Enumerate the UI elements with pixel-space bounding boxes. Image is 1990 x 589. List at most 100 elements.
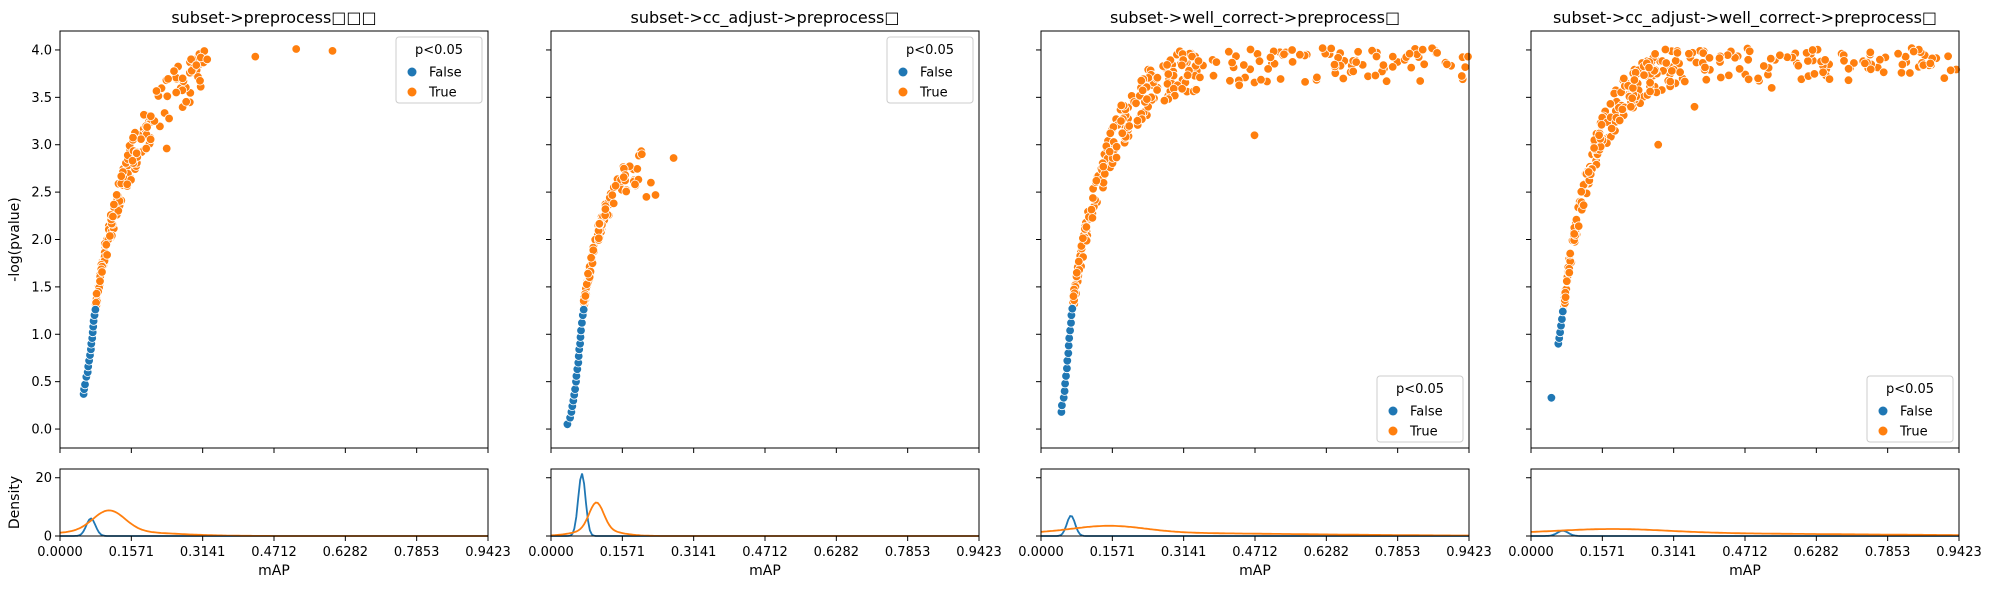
x-tick-label: 0.6282 <box>814 545 860 560</box>
point-true <box>1614 115 1625 126</box>
point-true <box>1137 85 1148 96</box>
point-true <box>171 87 181 98</box>
density-y-tick-label: 20 <box>35 471 52 486</box>
point-true <box>600 204 611 214</box>
point-true <box>1865 47 1876 58</box>
point-true <box>1939 73 1950 83</box>
point-true <box>610 181 621 191</box>
chart-title: subset->cc_adjust->preprocess□ <box>630 8 899 28</box>
point-true <box>1152 72 1163 83</box>
point-true <box>1905 68 1915 78</box>
x-tick-label: 0.1571 <box>1580 545 1626 560</box>
point-true <box>181 97 191 107</box>
point-true <box>1152 85 1162 95</box>
point-true <box>1945 65 1956 76</box>
point-true <box>1583 167 1594 177</box>
point-true <box>641 192 652 202</box>
point-true <box>1843 75 1854 85</box>
point-true <box>1576 186 1587 197</box>
point-false <box>1067 304 1078 314</box>
point-true <box>1667 66 1677 76</box>
point-true <box>580 291 591 301</box>
point-true <box>1287 57 1298 67</box>
point-true <box>1565 248 1575 259</box>
point-true <box>1415 76 1425 86</box>
y-tick-label: 0.5 <box>31 375 52 390</box>
point-true <box>116 171 127 181</box>
point-true <box>191 60 202 70</box>
x-tick-label: 0.1571 <box>600 545 646 560</box>
point-true <box>1225 76 1235 86</box>
point-true <box>1105 128 1116 139</box>
scatter-points <box>78 44 338 399</box>
point-true <box>1578 200 1589 210</box>
y-tick-label: 1.0 <box>31 328 52 343</box>
point-true <box>1670 56 1681 66</box>
point-true <box>1111 142 1122 152</box>
y-tick-label: 3.5 <box>31 91 52 106</box>
point-true <box>1650 49 1660 59</box>
point-true <box>1743 74 1754 85</box>
point-false <box>579 304 589 315</box>
point-false <box>1558 306 1568 317</box>
point-true <box>108 211 118 222</box>
legend-box <box>395 36 483 104</box>
point-true <box>1351 57 1361 67</box>
point-true <box>1142 94 1152 104</box>
point-true <box>1943 51 1953 62</box>
x-tick-label: 0.6282 <box>323 545 369 560</box>
legend-label: False <box>1410 405 1443 420</box>
point-true <box>1326 43 1336 54</box>
legend-box <box>1866 375 1954 443</box>
point-true <box>1849 58 1859 68</box>
point-true <box>1925 58 1936 69</box>
point-true <box>1329 59 1340 70</box>
point-true <box>1224 47 1234 57</box>
point-true <box>1265 52 1276 63</box>
point-true <box>1193 56 1204 66</box>
point-true <box>668 153 679 163</box>
point-true <box>1665 76 1676 87</box>
point-true <box>1442 59 1452 70</box>
point-true <box>1560 292 1571 303</box>
chart-title: subset->preprocess□□□ <box>171 8 376 27</box>
point-true <box>1866 64 1876 75</box>
point-true <box>1700 62 1710 73</box>
point-true <box>146 111 156 122</box>
x-tick-label: 0.6282 <box>1794 545 1840 560</box>
density-frame <box>59 468 489 537</box>
point-true <box>1234 80 1244 91</box>
point-true <box>650 190 661 200</box>
point-true <box>1388 51 1398 62</box>
x-tick-label: 0.4712 <box>742 545 788 560</box>
point-true <box>1716 72 1726 83</box>
point-true <box>1734 64 1745 74</box>
point-true <box>1098 161 1109 172</box>
point-false <box>80 379 90 390</box>
point-true <box>609 198 619 209</box>
density-panel: 0.0000 0.1571 0.3141 0.4712 0.6282 0.7853 0.94… <box>528 468 1002 579</box>
point-true <box>1680 76 1690 87</box>
chart-panel-1: subset->preprocess□□□ 0.0 0.5 1.0 1.5 2.0 2.5 3… <box>7 8 511 579</box>
x-axis-label: mAP <box>258 563 290 579</box>
point-true <box>101 240 112 250</box>
x-tick-label: 0.1571 <box>1090 545 1136 560</box>
point-true <box>1245 44 1256 55</box>
point-true <box>1617 104 1628 115</box>
point-true <box>1072 268 1082 278</box>
x-tick-label: 0.7853 <box>1375 545 1421 560</box>
point-true <box>1660 44 1671 55</box>
point-true <box>1068 291 1079 301</box>
point-true <box>1626 102 1636 112</box>
x-tick-label: 0.0000 <box>1508 545 1554 560</box>
point-true <box>1159 95 1170 106</box>
point-true <box>586 253 596 263</box>
point-true <box>1684 49 1694 59</box>
legend-title: p<0.05 <box>415 43 463 58</box>
point-true <box>1295 50 1305 60</box>
point-true <box>113 206 124 216</box>
point-true <box>1074 256 1084 267</box>
point-true <box>1820 55 1830 65</box>
x-tick-label: 0.0000 <box>1018 545 1064 560</box>
point-true <box>1675 67 1685 77</box>
